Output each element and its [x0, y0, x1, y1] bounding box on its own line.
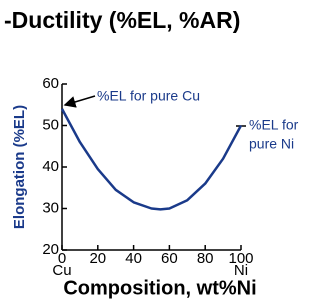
x-tick-label: 20 — [89, 250, 106, 267]
x-end-label: Cu — [52, 262, 71, 279]
y-tick-label: 20 — [42, 241, 59, 258]
annotation: %EL for pure Cu — [97, 88, 200, 104]
line — [60, 108, 243, 211]
y-tick-label: 40 — [42, 158, 59, 175]
y-axis-title: Elongation (%EL) — [11, 105, 28, 229]
x-axis-title: Composition, wt%Ni — [63, 277, 256, 299]
annotation: pure Ni — [249, 136, 294, 152]
chart-title: -Ductility (%EL, %AR) — [4, 7, 240, 33]
x-tick-label: 40 — [125, 250, 142, 267]
annotation-arrow — [63, 95, 96, 108]
y-tick-label: 60 — [42, 75, 59, 92]
y-tick-label: 50 — [42, 116, 59, 133]
x-tick-label: 0 — [58, 250, 66, 267]
y-tick-label: 30 — [42, 199, 59, 216]
x-tick-label: 80 — [197, 250, 214, 267]
annotation: %EL for — [249, 117, 299, 133]
x-tick-label: 60 — [161, 250, 178, 267]
x-end-label: Ni — [234, 262, 248, 279]
x-tick-label: 100 — [228, 250, 253, 267]
